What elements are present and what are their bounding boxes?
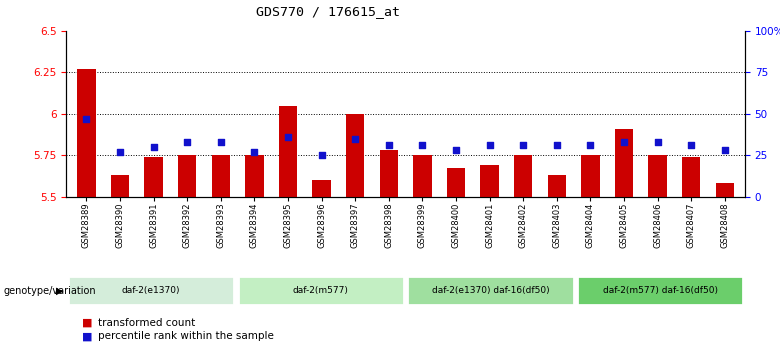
Bar	[648, 155, 667, 197]
Bar	[144, 157, 163, 197]
Bar	[245, 155, 264, 197]
Point	[382, 142, 395, 148]
Text: GDS770 / 176615_at: GDS770 / 176615_at	[256, 5, 399, 18]
Point	[484, 142, 496, 148]
Point	[248, 149, 261, 155]
Text: percentile rank within the sample: percentile rank within the sample	[98, 332, 273, 341]
Bar	[312, 180, 331, 197]
Text: ■: ■	[82, 318, 92, 327]
Bar	[346, 114, 364, 197]
Text: transformed count: transformed count	[98, 318, 195, 327]
Bar	[480, 165, 499, 197]
Bar	[211, 155, 230, 197]
Point	[718, 148, 731, 153]
Text: genotype/variation: genotype/variation	[4, 286, 97, 296]
Point	[517, 142, 530, 148]
Point	[147, 144, 160, 150]
Point	[551, 142, 563, 148]
Bar	[548, 175, 566, 197]
Bar	[447, 168, 465, 197]
Bar	[178, 155, 197, 197]
Bar	[413, 155, 431, 197]
Bar	[682, 157, 700, 197]
Text: daf-2(e1370): daf-2(e1370)	[122, 286, 180, 295]
Text: daf-2(e1370) daf-16(df50): daf-2(e1370) daf-16(df50)	[431, 286, 549, 295]
Text: ■: ■	[82, 332, 92, 341]
Point	[584, 142, 597, 148]
Bar	[514, 155, 533, 197]
Text: daf-2(m577) daf-16(df50): daf-2(m577) daf-16(df50)	[603, 286, 718, 295]
Point	[315, 152, 328, 158]
Point	[417, 142, 429, 148]
Text: daf-2(m577): daf-2(m577)	[292, 286, 349, 295]
Bar	[380, 150, 398, 197]
Point	[282, 134, 294, 140]
Point	[181, 139, 193, 145]
Point	[114, 149, 126, 155]
Bar	[615, 129, 633, 197]
Bar	[581, 155, 600, 197]
Bar	[715, 184, 734, 197]
Point	[80, 116, 93, 121]
Bar	[278, 106, 297, 197]
Point	[215, 139, 227, 145]
Point	[651, 139, 664, 145]
Bar	[111, 175, 129, 197]
Bar	[77, 69, 96, 197]
Point	[685, 142, 697, 148]
Point	[349, 136, 361, 141]
Point	[618, 139, 630, 145]
Point	[450, 148, 463, 153]
Text: ▶: ▶	[56, 286, 64, 296]
